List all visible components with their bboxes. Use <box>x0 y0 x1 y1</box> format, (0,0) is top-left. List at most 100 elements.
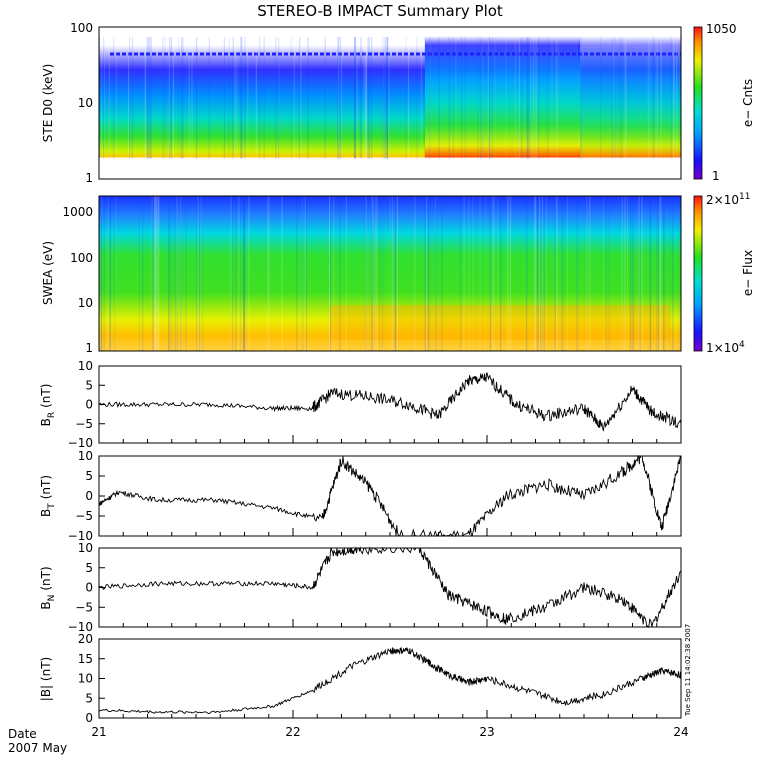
ste-streak <box>108 37 110 159</box>
ste-streak <box>255 37 257 159</box>
bmag-panel: |B| (nT) Tue Sep 11 14:02:38 2007 20 15 10… <box>39 624 692 725</box>
swea-streak <box>372 196 374 351</box>
ste-streak <box>240 37 242 159</box>
ste-streak <box>482 37 484 159</box>
bmag-ytick-label: 15 <box>78 652 93 666</box>
swea-streak <box>566 196 569 351</box>
swea-colorbar-max: 2×1011 <box>706 192 750 207</box>
ste-streak <box>656 37 658 159</box>
swea-streak <box>424 196 426 351</box>
swea-streak <box>235 196 237 351</box>
ste-streak <box>113 37 115 159</box>
ste-frame <box>98 26 682 180</box>
br-ytick-label: 10 <box>78 359 93 373</box>
bmag-ytick-label: 10 <box>78 672 93 686</box>
bt-panel: BT (nT) 10 5 0 −5 −10 <box>39 449 682 543</box>
ste-streak <box>429 37 431 159</box>
ste-streak <box>300 37 302 159</box>
xtick-label: 23 <box>479 725 494 739</box>
swea-streak <box>427 196 429 351</box>
ste-streak <box>275 37 277 159</box>
ste-ytick-1: 1 <box>85 171 93 185</box>
swea-streak <box>649 196 651 351</box>
br-ytick-label: −5 <box>75 417 93 431</box>
ste-streak <box>488 37 490 159</box>
swea-streak <box>656 196 658 351</box>
swea-ytick-1: 1 <box>85 341 93 355</box>
swea-heatmap-hot <box>330 305 670 340</box>
swea-streak <box>371 196 373 351</box>
date-label: Date <box>8 727 37 741</box>
swea-streak <box>170 196 172 351</box>
ste-streak <box>181 37 183 159</box>
ste-streak <box>278 37 280 159</box>
swea-ylabel: SWEA (eV) <box>41 241 55 305</box>
swea-streak <box>302 196 304 351</box>
swea-streak <box>621 196 623 351</box>
ste-streak <box>505 37 507 159</box>
swea-streak <box>174 196 176 351</box>
ste-streak <box>464 37 466 159</box>
swea-streak <box>554 196 556 351</box>
br-ytick-label: 5 <box>85 378 93 392</box>
swea-streak <box>302 196 304 351</box>
xtick-label: 22 <box>285 725 300 739</box>
ste-streak <box>293 37 295 159</box>
swea-streak <box>200 196 202 351</box>
swea-streak <box>180 196 182 351</box>
swea-streak <box>394 196 396 351</box>
swea-streak <box>107 196 109 351</box>
swea-streak <box>201 196 203 351</box>
br-ylabel-main: B <box>39 418 53 426</box>
swea-streak <box>660 196 662 351</box>
swea-streak <box>624 196 626 351</box>
ste-streak <box>491 37 493 159</box>
swea-streak <box>561 196 563 351</box>
swea-streak <box>650 196 652 351</box>
ste-streak <box>299 37 301 159</box>
ste-streak <box>223 37 225 159</box>
swea-streak <box>493 196 495 351</box>
ste-streak <box>521 37 523 159</box>
ste-streak <box>621 37 623 159</box>
swea-streak <box>329 196 331 351</box>
swea-streak <box>100 196 102 351</box>
ste-streak <box>353 37 356 159</box>
swea-streak <box>247 196 250 351</box>
figure-title: STEREO-B IMPACT Summary Plot <box>257 2 503 20</box>
ste-streak <box>236 37 238 159</box>
bn-ytick-label: −10 <box>68 620 93 634</box>
ste-streak <box>482 37 484 159</box>
swea-streak <box>626 196 628 351</box>
ste-streak <box>324 37 326 159</box>
ste-streak <box>614 37 616 159</box>
bn-ytick-label: 5 <box>85 561 93 575</box>
ste-streak <box>356 37 358 159</box>
swea-streak <box>500 196 502 351</box>
swea-streak <box>371 196 373 351</box>
ste-streak <box>168 37 170 159</box>
swea-streak <box>472 196 474 351</box>
swea-streak <box>176 196 178 351</box>
swea-streak <box>109 196 111 351</box>
ste-streak <box>611 37 613 159</box>
swea-streak <box>507 196 509 351</box>
swea-streak <box>198 196 201 351</box>
ste-streak <box>382 37 384 159</box>
bmag-series-line <box>98 647 682 714</box>
br-series-line <box>98 372 682 432</box>
swea-streak <box>391 196 394 351</box>
swea-streak <box>243 196 245 351</box>
ste-colorbar-min: 1 <box>712 169 720 183</box>
ste-streak <box>673 37 675 159</box>
swea-streak <box>638 196 640 351</box>
swea-streak <box>659 196 661 351</box>
swea-streak <box>389 196 391 351</box>
ste-streak <box>128 37 130 159</box>
ste-streak <box>655 37 657 159</box>
swea-streak <box>155 196 157 351</box>
swea-streak <box>491 196 493 351</box>
swea-streak <box>185 196 187 351</box>
ste-streak <box>115 37 117 159</box>
swea-streak <box>460 196 462 351</box>
